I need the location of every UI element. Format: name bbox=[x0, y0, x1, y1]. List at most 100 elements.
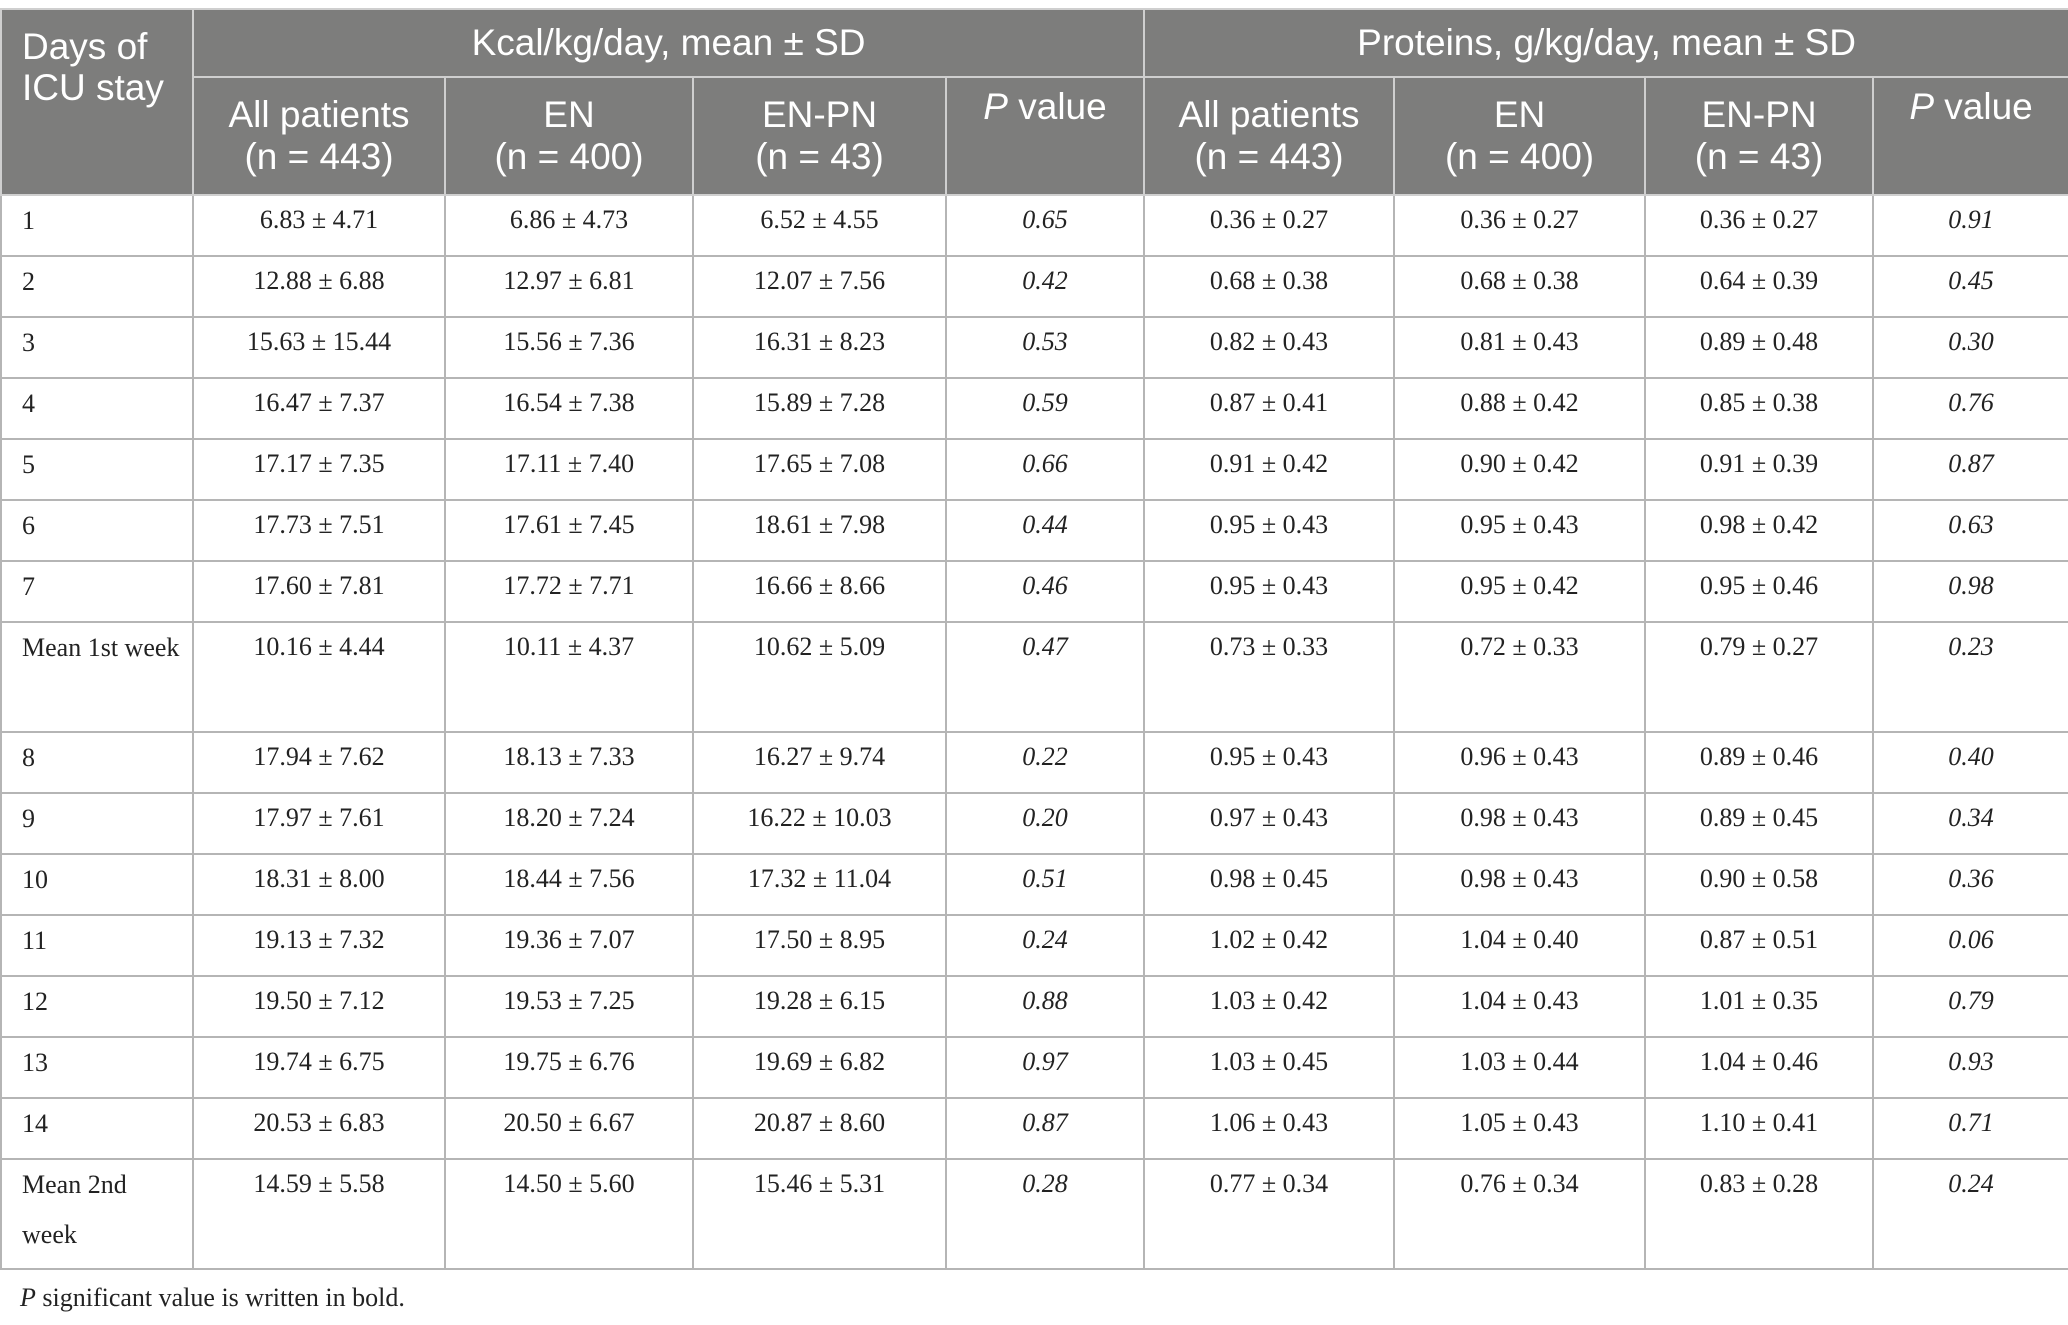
k-p-cell: 0.24 bbox=[944, 914, 1146, 977]
p-enpn-cell: 0.83 ± 0.28 bbox=[1644, 1158, 1875, 1270]
k-enpn-cell: 17.32 ± 11.04 bbox=[692, 853, 947, 916]
p-all-cell: 1.02 ± 0.42 bbox=[1143, 914, 1396, 977]
p-all-cell: 0.91 ± 0.42 bbox=[1143, 438, 1396, 501]
k-p-cell: 0.42 bbox=[944, 255, 1146, 318]
protein-all-header: All patients (n = 443) bbox=[1143, 76, 1396, 196]
k-all-cell: 17.73 ± 7.51 bbox=[192, 499, 446, 562]
header-label: All patients bbox=[228, 94, 410, 135]
k-enpn-cell: 6.52 ± 4.55 bbox=[692, 194, 947, 257]
day-cell: 5 bbox=[0, 438, 194, 501]
k-p-cell: 0.87 bbox=[944, 1097, 1146, 1160]
p-all-cell: 0.95 ± 0.43 bbox=[1143, 560, 1396, 623]
k-p-cell: 0.65 bbox=[944, 194, 1146, 257]
k-enpn-cell: 20.87 ± 8.60 bbox=[692, 1097, 947, 1160]
k-en-cell: 20.50 ± 6.67 bbox=[444, 1097, 694, 1160]
day-cell: Mean 1st week bbox=[0, 621, 194, 733]
p-all-cell: 0.73 ± 0.33 bbox=[1143, 621, 1396, 733]
k-en-cell: 14.50 ± 5.60 bbox=[444, 1158, 694, 1270]
k-en-cell: 18.13 ± 7.33 bbox=[444, 731, 694, 794]
header-n: (n = 43) bbox=[1694, 136, 1824, 177]
day-cell: 14 bbox=[0, 1097, 194, 1160]
k-en-cell: 17.61 ± 7.45 bbox=[444, 499, 694, 562]
p-enpn-cell: 1.04 ± 0.46 bbox=[1644, 1036, 1875, 1099]
k-en-cell: 17.72 ± 7.71 bbox=[444, 560, 694, 623]
kcal-group-header: Kcal/kg/day, mean ± SD bbox=[191, 8, 1146, 78]
k-all-cell: 6.83 ± 4.71 bbox=[192, 194, 446, 257]
protein-group-header: Proteins, g/kg/day, mean ± SD bbox=[1143, 8, 2068, 78]
header-n: (n = 400) bbox=[1444, 136, 1595, 177]
k-enpn-cell: 16.66 ± 8.66 bbox=[692, 560, 947, 623]
p-p-cell: 0.45 bbox=[1872, 255, 2068, 318]
p-enpn-cell: 0.90 ± 0.58 bbox=[1644, 853, 1875, 916]
day-cell: 3 bbox=[0, 316, 194, 379]
p-en-cell: 0.88 ± 0.42 bbox=[1393, 377, 1647, 440]
p-en-cell: 0.90 ± 0.42 bbox=[1393, 438, 1647, 501]
k-en-cell: 18.20 ± 7.24 bbox=[444, 792, 694, 855]
p-p-cell: 0.79 bbox=[1872, 975, 2068, 1038]
p-enpn-cell: 0.36 ± 0.27 bbox=[1644, 194, 1875, 257]
p-all-cell: 0.98 ± 0.45 bbox=[1143, 853, 1396, 916]
k-p-cell: 0.47 bbox=[944, 621, 1146, 733]
k-all-cell: 17.97 ± 7.61 bbox=[192, 792, 446, 855]
k-enpn-cell: 16.22 ± 10.03 bbox=[692, 792, 947, 855]
p-en-cell: 0.76 ± 0.34 bbox=[1393, 1158, 1647, 1270]
k-p-cell: 0.53 bbox=[944, 316, 1146, 379]
table-row: 6 17.73 ± 7.51 17.61 ± 7.45 18.61 ± 7.98 0.4… bbox=[0, 499, 2068, 562]
p-enpn-cell: 0.89 ± 0.45 bbox=[1644, 792, 1875, 855]
p-enpn-cell: 0.89 ± 0.48 bbox=[1644, 316, 1875, 379]
p-p-cell: 0.34 bbox=[1872, 792, 2068, 855]
k-p-cell: 0.59 bbox=[944, 377, 1146, 440]
p-p-cell: 0.24 bbox=[1872, 1158, 2068, 1270]
header-value: value bbox=[1007, 86, 1107, 127]
kcal-enpn-header: EN-PN (n = 43) bbox=[692, 76, 947, 196]
p-p-cell: 0.06 bbox=[1872, 914, 2068, 977]
p-en-cell: 0.36 ± 0.27 bbox=[1393, 194, 1647, 257]
header-label: EN-PN bbox=[1701, 94, 1817, 135]
p-en-cell: 0.81 ± 0.43 bbox=[1393, 316, 1647, 379]
table-row: 10 18.31 ± 8.00 18.44 ± 7.56 17.32 ± 11.04 0… bbox=[0, 853, 2068, 916]
table-row: 12 19.50 ± 7.12 19.53 ± 7.25 19.28 ± 6.15 0.… bbox=[0, 975, 2068, 1038]
header-label: EN-PN bbox=[761, 94, 878, 135]
p-enpn-cell: 0.95 ± 0.46 bbox=[1644, 560, 1875, 623]
k-enpn-cell: 18.61 ± 7.98 bbox=[692, 499, 947, 562]
k-p-cell: 0.66 bbox=[944, 438, 1146, 501]
kcal-pvalue-header: P value bbox=[944, 76, 1146, 196]
p-p-cell: 0.40 bbox=[1872, 731, 2068, 794]
p-p-cell: 0.30 bbox=[1872, 316, 2068, 379]
k-enpn-cell: 19.28 ± 6.15 bbox=[692, 975, 947, 1038]
header-n: (n = 443) bbox=[244, 136, 394, 177]
header-group-row: Days of ICU stay Kcal/kg/day, mean ± SD … bbox=[0, 8, 2068, 196]
table-row: 14 20.53 ± 6.83 20.50 ± 6.67 20.87 ± 8.60 0.… bbox=[0, 1097, 2068, 1160]
p-all-cell: 0.77 ± 0.34 bbox=[1143, 1158, 1396, 1270]
table-row: 9 17.97 ± 7.61 18.20 ± 7.24 16.22 ± 10.03 0.… bbox=[0, 792, 2068, 855]
p-p-cell: 0.71 bbox=[1872, 1097, 2068, 1160]
table-header: Days of ICU stay Kcal/kg/day, mean ± SD … bbox=[0, 8, 2068, 196]
header-n: (n = 43) bbox=[755, 136, 884, 177]
table-row: 13 19.74 ± 6.75 19.75 ± 6.76 19.69 ± 6.82 0.… bbox=[0, 1036, 2068, 1099]
p-p-cell: 0.93 bbox=[1872, 1036, 2068, 1099]
k-all-cell: 14.59 ± 5.58 bbox=[192, 1158, 446, 1270]
k-all-cell: 18.31 ± 8.00 bbox=[192, 853, 446, 916]
k-enpn-cell: 16.27 ± 9.74 bbox=[692, 731, 947, 794]
p-enpn-cell: 0.64 ± 0.39 bbox=[1644, 255, 1875, 318]
p-en-cell: 1.05 ± 0.43 bbox=[1393, 1097, 1647, 1160]
day-cell: 10 bbox=[0, 853, 194, 916]
p-p-cell: 0.23 bbox=[1872, 621, 2068, 733]
day-cell: 12 bbox=[0, 975, 194, 1038]
footnote-text: significant value is written in bold. bbox=[35, 1283, 405, 1312]
k-en-cell: 17.11 ± 7.40 bbox=[444, 438, 694, 501]
p-all-cell: 1.06 ± 0.43 bbox=[1143, 1097, 1396, 1160]
header-label: EN bbox=[1493, 94, 1546, 135]
p-enpn-cell: 1.01 ± 0.35 bbox=[1644, 975, 1875, 1038]
k-all-cell: 17.17 ± 7.35 bbox=[192, 438, 446, 501]
p-p-cell: 0.87 bbox=[1872, 438, 2068, 501]
p-all-cell: 0.82 ± 0.43 bbox=[1143, 316, 1396, 379]
k-all-cell: 15.63 ± 15.44 bbox=[192, 316, 446, 379]
table-row: 2 12.88 ± 6.88 12.97 ± 6.81 12.07 ± 7.56 0.4… bbox=[0, 255, 2068, 318]
k-all-cell: 16.47 ± 7.37 bbox=[192, 377, 446, 440]
k-p-cell: 0.46 bbox=[944, 560, 1146, 623]
p-all-cell: 1.03 ± 0.45 bbox=[1143, 1036, 1396, 1099]
k-enpn-cell: 15.46 ± 5.31 bbox=[692, 1158, 947, 1270]
kcal-all-header: All patients (n = 443) bbox=[192, 76, 446, 196]
k-all-cell: 10.16 ± 4.44 bbox=[192, 621, 446, 733]
